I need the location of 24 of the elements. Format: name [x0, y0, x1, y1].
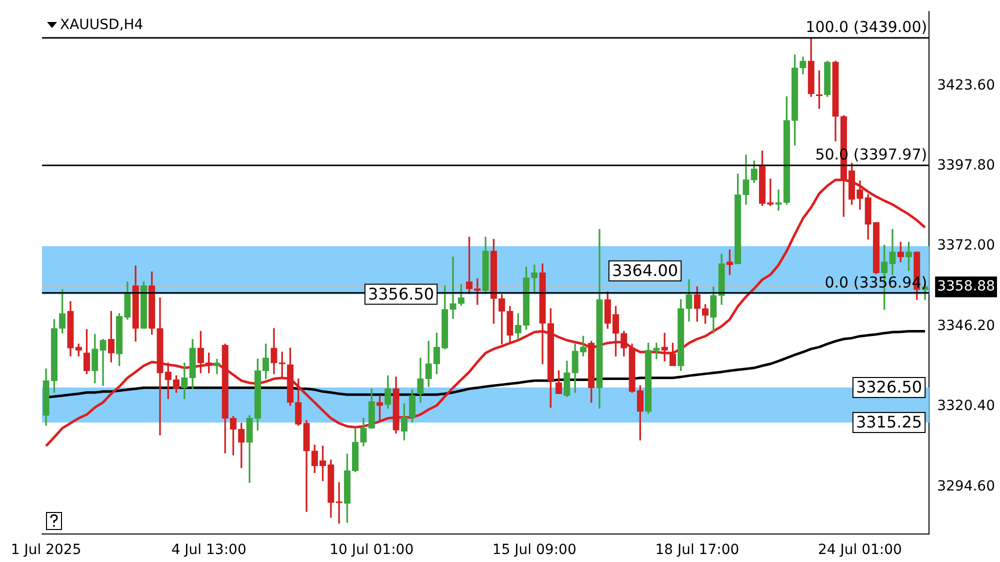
annotation: 3356.50	[368, 284, 434, 304]
y-tick-label: 3294.60	[937, 478, 996, 494]
x-tick-label: 4 Jul 13:00	[171, 542, 246, 558]
ref-line-label: 100.0 (3439.00)	[806, 18, 928, 36]
candlestick	[100, 338, 106, 386]
x-tick-label: 18 Jul 17:00	[655, 542, 740, 558]
annotation: 3364.00	[612, 261, 678, 280]
candlestick	[653, 342, 660, 360]
x-tick-label: 15 Jul 09:00	[492, 542, 576, 558]
text: XAUUSD,H4	[60, 17, 144, 34]
y-tick-label: 3346.20	[937, 318, 996, 334]
y-tick-label: 3358.88	[937, 278, 996, 294]
y-tick-label: 3423.60	[937, 77, 996, 94]
annotation: 3326.50	[856, 378, 922, 397]
x-tick-label: 1 Jul 2025	[10, 542, 82, 558]
y-tick-label: 3397.80	[937, 158, 996, 174]
y-tick-label: 3320.40	[937, 398, 996, 414]
annotation: 3315.25	[856, 412, 922, 432]
x-tick-label: 10 Jul 01:00	[330, 542, 414, 558]
candlestick	[450, 256, 456, 319]
candlestick	[775, 189, 782, 211]
candlestick	[214, 358, 220, 374]
x-tick-label: 24 Jul 01:00	[818, 542, 902, 558]
y-tick-label: 3372.00	[937, 238, 996, 254]
